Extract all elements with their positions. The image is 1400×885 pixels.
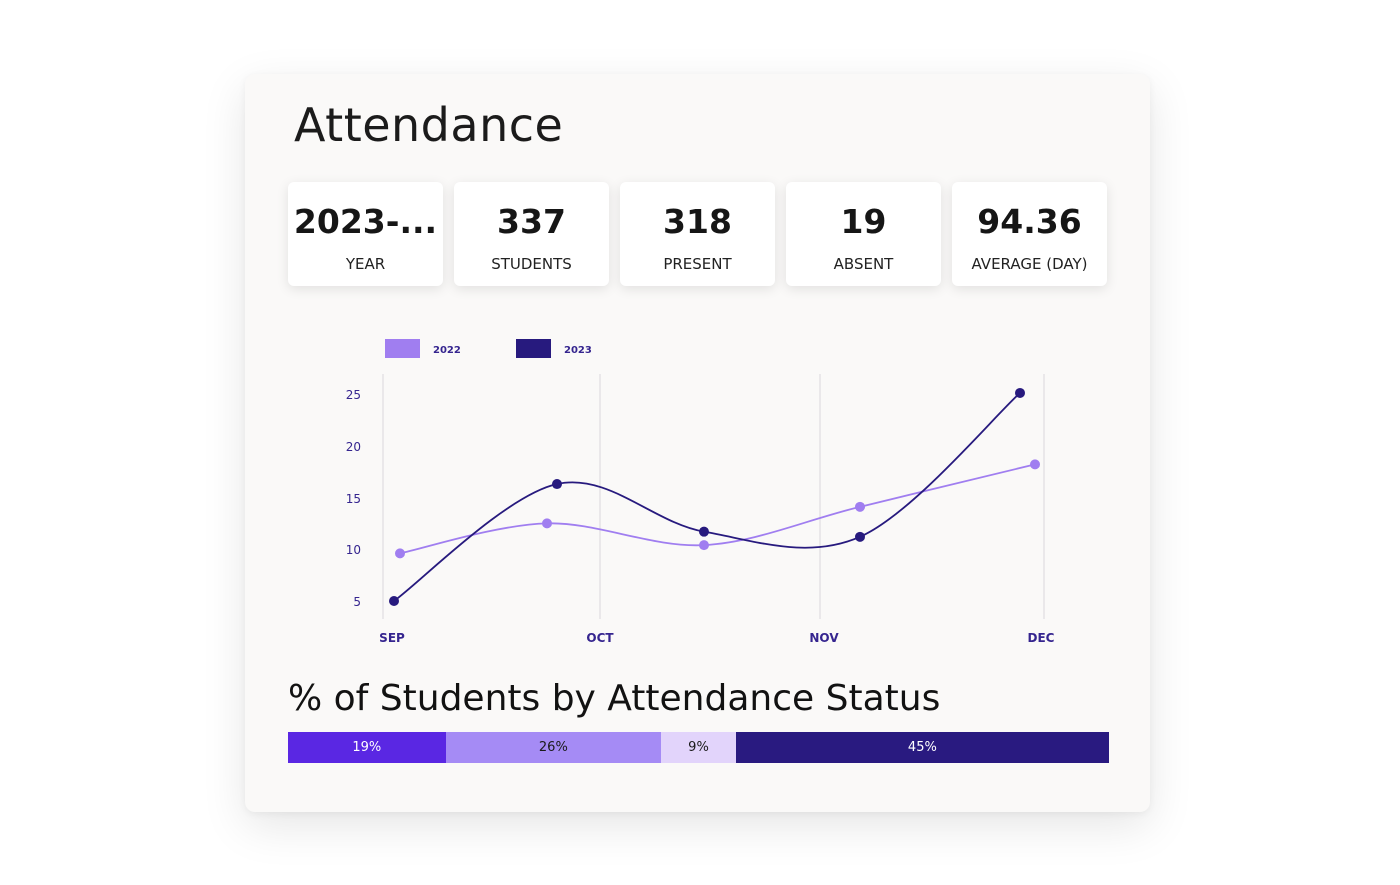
attendance-card: Attendance 2023-... YEAR 337 STUDENTS 31… bbox=[245, 74, 1150, 812]
status-title: % of Students by Attendance Status bbox=[288, 678, 941, 719]
data-point-2023 bbox=[1015, 387, 1025, 398]
x-tick-label: DEC bbox=[1028, 631, 1055, 645]
status-segment-label: 19% bbox=[352, 740, 382, 755]
kpi-value: 94.36 bbox=[977, 202, 1082, 241]
data-point-2022 bbox=[699, 540, 709, 551]
legend-label-2022: 2022 bbox=[433, 345, 461, 356]
kpi-value: 19 bbox=[840, 202, 887, 241]
legend-swatch-2023 bbox=[516, 339, 551, 358]
status-segment[interactable]: 45% bbox=[735, 732, 1109, 763]
kpi-value: 337 bbox=[497, 202, 566, 241]
series-line-2022 bbox=[399, 463, 1036, 555]
kpi-label: ABSENT bbox=[833, 255, 894, 273]
kpi-absent[interactable]: 19 ABSENT bbox=[786, 182, 941, 286]
kpi-present[interactable]: 318 PRESENT bbox=[620, 182, 775, 286]
data-point-2023 bbox=[855, 531, 865, 542]
y-tick-label: 25 bbox=[346, 388, 361, 402]
data-point-2022 bbox=[1030, 459, 1040, 470]
data-point-2022 bbox=[542, 518, 552, 529]
kpi-label: YEAR bbox=[345, 255, 386, 273]
y-tick-label: 20 bbox=[346, 440, 361, 454]
kpi-value: 318 bbox=[663, 202, 732, 241]
x-tick-label: OCT bbox=[586, 631, 614, 645]
data-point-2022 bbox=[395, 548, 405, 559]
y-tick-label: 10 bbox=[346, 543, 361, 557]
status-segment-label: 26% bbox=[538, 740, 568, 755]
status-segment[interactable]: 26% bbox=[445, 732, 662, 763]
page-title: Attendance bbox=[294, 98, 564, 152]
x-tick-label: NOV bbox=[809, 631, 839, 645]
kpi-label: PRESENT bbox=[663, 255, 732, 273]
status-segment[interactable]: 9% bbox=[661, 732, 736, 763]
y-tick-label: 5 bbox=[353, 595, 361, 609]
legend-label-2023: 2023 bbox=[564, 345, 592, 356]
legend-swatch-2022 bbox=[385, 339, 420, 358]
kpi-value: 2023-... bbox=[293, 202, 438, 241]
status-segment-label: 45% bbox=[907, 740, 937, 755]
status-segment-label: 9% bbox=[688, 740, 709, 755]
series-line-2023 bbox=[393, 392, 1021, 602]
kpi-students[interactable]: 337 STUDENTS bbox=[454, 182, 609, 286]
data-point-2023 bbox=[389, 596, 399, 606]
status-segment[interactable]: 19% bbox=[288, 732, 446, 763]
y-tick-label: 15 bbox=[346, 492, 361, 506]
data-point-2022 bbox=[855, 501, 865, 512]
x-tick-label: SEP bbox=[379, 631, 405, 645]
attendance-line-chart: 5 10 15 20 25 SEP OCT NOV DEC 2022 2023 bbox=[346, 339, 1055, 645]
kpi-year[interactable]: 2023-... YEAR bbox=[288, 182, 443, 286]
status-stacked-bar: 19% 26% 9% 45% bbox=[288, 732, 1109, 763]
kpi-label: STUDENTS bbox=[491, 255, 572, 273]
kpi-average-day[interactable]: 94.36 AVERAGE (DAY) bbox=[952, 182, 1107, 286]
data-point-2023 bbox=[699, 526, 709, 537]
data-point-2023 bbox=[552, 479, 562, 490]
kpi-label: AVERAGE (DAY) bbox=[971, 255, 1088, 273]
